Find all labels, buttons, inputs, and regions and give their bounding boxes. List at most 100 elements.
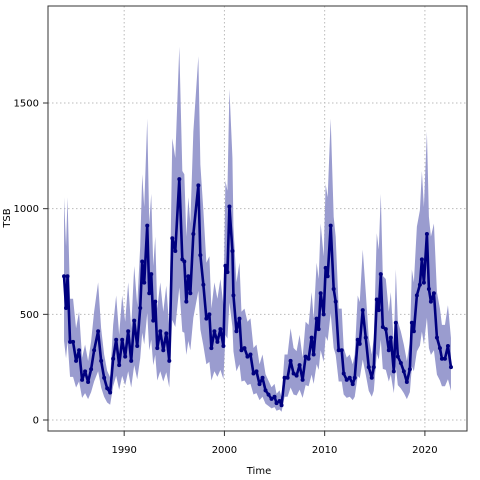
data-point	[191, 232, 196, 237]
data-point	[328, 223, 333, 228]
data-point	[344, 377, 349, 382]
data-point	[86, 379, 91, 384]
data-point	[428, 299, 433, 304]
data-point	[306, 356, 311, 361]
data-point	[207, 312, 212, 317]
data-point	[363, 335, 368, 340]
data-point	[132, 318, 137, 323]
data-point	[398, 360, 403, 365]
data-point	[401, 369, 406, 374]
data-point	[409, 320, 414, 325]
data-point	[414, 293, 419, 298]
data-point	[316, 327, 321, 332]
data-point	[448, 365, 453, 370]
data-point	[225, 270, 230, 275]
data-point	[126, 329, 131, 334]
data-point	[325, 274, 330, 279]
data-point	[404, 379, 409, 384]
data-point	[215, 339, 220, 344]
data-point	[177, 177, 182, 182]
data-point	[355, 337, 360, 342]
data-point	[391, 369, 396, 374]
data-point	[92, 348, 97, 353]
y-tick-label: 1500	[14, 99, 39, 110]
data-point	[380, 325, 385, 330]
data-point	[89, 367, 94, 372]
data-point	[80, 377, 85, 382]
series-line	[62, 177, 453, 407]
x-tick-label: 2020	[412, 445, 437, 456]
data-point	[439, 356, 444, 361]
data-point	[339, 348, 344, 353]
data-point	[260, 375, 265, 380]
x-axis-label: Time	[246, 466, 271, 477]
data-point	[237, 316, 242, 321]
data-point	[173, 248, 178, 253]
data-point	[142, 280, 147, 285]
data-point	[117, 363, 122, 368]
data-point	[96, 329, 101, 334]
data-point	[269, 396, 274, 401]
data-point	[170, 236, 175, 241]
data-point	[434, 335, 439, 340]
data-point	[149, 272, 154, 277]
data-point	[251, 371, 256, 376]
data-point	[155, 346, 160, 351]
data-point	[323, 265, 328, 270]
data-point	[145, 223, 150, 228]
data-point	[437, 346, 442, 351]
data-point	[272, 394, 277, 399]
data-point	[223, 263, 228, 268]
data-point	[419, 257, 424, 262]
data-point	[140, 259, 145, 264]
data-point	[395, 354, 400, 359]
data-point	[383, 327, 388, 332]
data-point	[62, 274, 67, 279]
data-point	[285, 375, 290, 380]
y-axis-label: TSB	[2, 208, 13, 228]
data-point	[331, 286, 336, 291]
data-point	[386, 348, 391, 353]
data-point	[411, 329, 416, 334]
data-point	[234, 329, 239, 334]
data-point	[204, 316, 209, 321]
data-point	[138, 306, 143, 311]
x-tick-label: 2000	[212, 445, 237, 456]
data-point	[442, 356, 447, 361]
data-point	[294, 373, 299, 378]
data-point	[424, 232, 429, 237]
data-point	[360, 308, 365, 313]
data-point	[68, 339, 73, 344]
data-point	[426, 286, 431, 291]
data-point	[352, 375, 357, 380]
data-point	[74, 358, 79, 363]
data-point	[407, 367, 412, 372]
data-point	[421, 280, 426, 285]
data-point	[64, 306, 69, 311]
data-point	[123, 354, 128, 359]
data-point	[212, 329, 217, 334]
data-point	[230, 248, 235, 253]
data-point	[350, 382, 355, 387]
data-point	[147, 291, 152, 296]
data-point	[209, 346, 214, 351]
data-point	[347, 375, 352, 380]
data-point	[245, 354, 250, 359]
data-point	[357, 341, 362, 346]
data-point	[388, 335, 393, 340]
data-point	[196, 183, 201, 188]
data-point	[336, 348, 341, 353]
data-point	[182, 259, 187, 264]
data-point	[242, 346, 247, 351]
data-point	[257, 382, 262, 387]
data-point	[318, 291, 323, 296]
data-point	[108, 390, 113, 395]
data-point	[417, 282, 422, 287]
data-point	[303, 354, 308, 359]
data-point	[184, 299, 189, 304]
data-point	[291, 371, 296, 376]
data-point	[111, 356, 116, 361]
data-point	[188, 291, 193, 296]
data-point	[151, 318, 156, 323]
